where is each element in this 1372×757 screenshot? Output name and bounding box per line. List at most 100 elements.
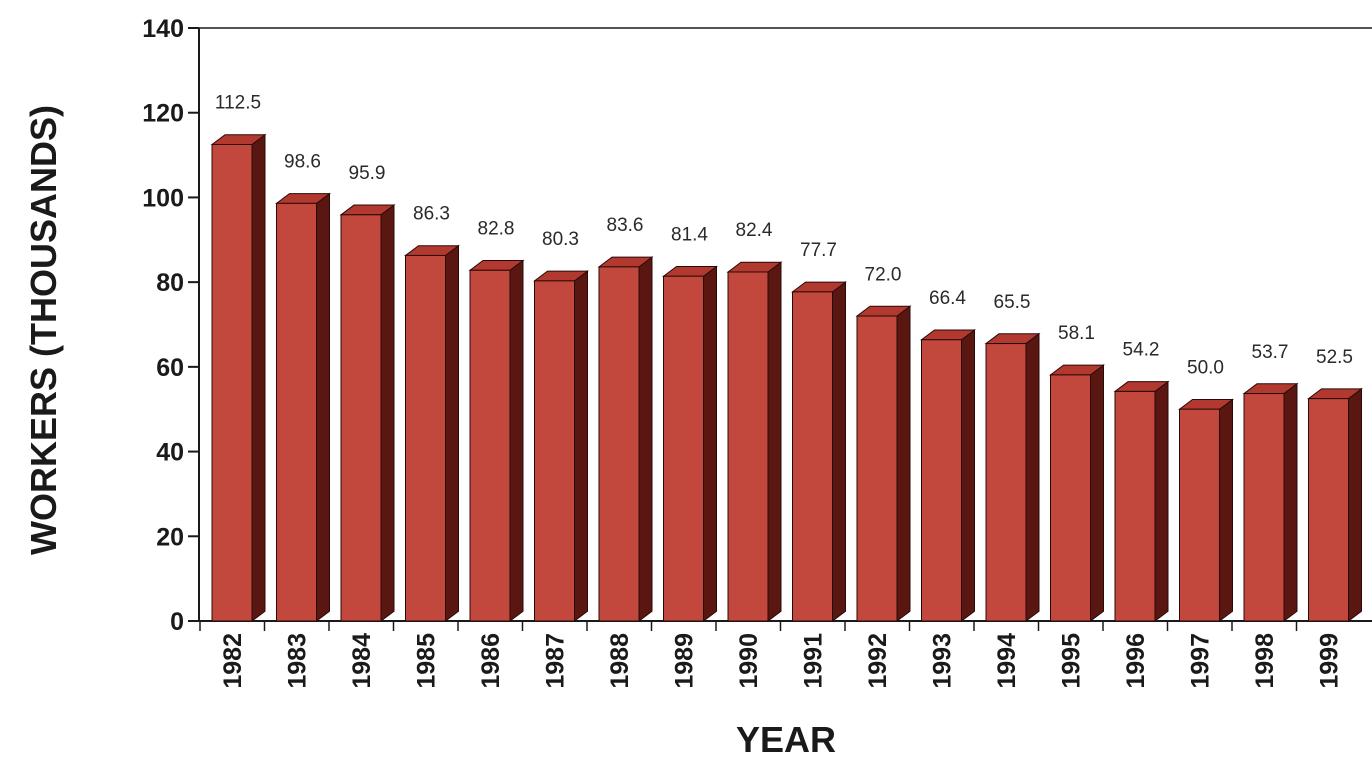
bar [1049, 364, 1105, 622]
x-tick-label: 1989 [671, 633, 699, 689]
x-tick-label: 1997 [1187, 633, 1215, 689]
bar-side [832, 281, 846, 622]
bar [404, 244, 460, 622]
bar-front [211, 143, 253, 622]
bar [533, 270, 589, 622]
x-tick-label: 1986 [477, 633, 505, 689]
bar-side [703, 265, 717, 622]
data-label: 53.7 [1252, 342, 1289, 363]
y-axis: 0 20 40 60 80 100 120 140 [142, 15, 199, 636]
x-tick-label: 1996 [1122, 633, 1150, 689]
data-label: 50.0 [1187, 357, 1224, 378]
data-label: 86.3 [413, 204, 450, 225]
x-tick-label: 1984 [348, 633, 376, 689]
bar-front [1179, 408, 1220, 622]
data-label: 98.6 [284, 152, 321, 173]
bar [1242, 382, 1299, 622]
bar [791, 281, 847, 622]
x-tick-label: 1998 [1251, 633, 1279, 689]
x-tick-label: 1983 [284, 633, 312, 689]
x-axis-title: YEAR [736, 719, 836, 757]
x-tick-label: 1995 [1058, 633, 1086, 689]
bar-front [405, 254, 446, 622]
bar-side [1090, 364, 1104, 622]
bar-front [727, 271, 769, 622]
bar-front [534, 280, 575, 622]
bar [726, 261, 783, 622]
bar-front [1114, 390, 1156, 622]
bar [275, 192, 331, 622]
x-tick-label: 1988 [606, 633, 634, 689]
y-tick-label: 40 [156, 439, 184, 467]
x-tick-label: 1990 [735, 633, 763, 689]
bar-front [856, 315, 898, 622]
data-label: 82.4 [736, 220, 773, 241]
bar-side [767, 261, 782, 622]
x-tick-label: 1982 [219, 633, 247, 689]
data-label: 81.4 [671, 224, 708, 245]
data-label: 112.5 [215, 93, 261, 114]
bar [984, 332, 1041, 622]
bar-front [1308, 398, 1349, 622]
x-axis: 1982 1983 1984 1985 1986 1987 1988 1989 1990 1991… [199, 621, 1344, 689]
x-tick-label: 1991 [800, 633, 828, 689]
bar-front [663, 275, 704, 622]
bar [210, 133, 267, 622]
x-tick-label: 1999 [1316, 633, 1344, 689]
data-label: 83.6 [607, 215, 644, 236]
y-tick-label: 120 [142, 100, 184, 128]
y-tick-label: 20 [156, 523, 184, 551]
x-tick-label: 1994 [993, 633, 1021, 689]
bars [210, 133, 1363, 622]
bar-front [792, 291, 833, 622]
data-label: 80.3 [542, 229, 579, 250]
data-label: 77.7 [800, 240, 837, 261]
bar-side [574, 270, 588, 622]
y-tick-label: 60 [156, 354, 184, 382]
y-tick-label: 100 [142, 184, 184, 212]
y-tick-label: 80 [156, 269, 184, 297]
bar-front [921, 339, 962, 622]
bar-front [985, 343, 1027, 622]
y-axis-title: WORKERS (THOUSANDS) [23, 105, 64, 555]
bar-front [1243, 393, 1285, 622]
bar-front [469, 269, 511, 622]
bar-side [1025, 332, 1040, 622]
data-label: 95.9 [349, 163, 386, 184]
bar-side [638, 256, 653, 622]
bar-side [896, 305, 911, 622]
x-tick-label: 1993 [929, 633, 957, 689]
bar-side [509, 259, 524, 622]
data-label: 66.4 [929, 288, 966, 309]
data-label: 58.1 [1058, 323, 1095, 344]
y-tick-label: 0 [170, 608, 184, 636]
bar-side [1283, 382, 1298, 622]
bar [468, 259, 525, 622]
bar [597, 256, 654, 622]
bar [855, 305, 912, 622]
plot-frame [198, 27, 1372, 622]
bar-side [316, 192, 330, 622]
bar-front [1050, 374, 1091, 622]
bar-side [1348, 387, 1362, 622]
bar-side [1154, 380, 1169, 622]
bar-side [961, 328, 975, 622]
bar [339, 204, 396, 622]
bar-front [276, 202, 317, 622]
data-labels: 112.5 98.6 95.9 86.3 82.8 80.3 83.6 81.4 82.4 77.… [215, 93, 1353, 379]
bar-side [251, 133, 266, 622]
bar [1178, 398, 1234, 622]
data-label: 65.5 [994, 292, 1031, 313]
y-tick-label: 140 [142, 15, 184, 43]
bar-side [380, 204, 395, 622]
bar [1307, 387, 1363, 622]
bar [662, 265, 718, 622]
bar-side [445, 244, 459, 622]
bar [1113, 380, 1170, 622]
data-label: 82.8 [478, 219, 515, 240]
x-tick-label: 1985 [413, 633, 441, 689]
x-tick-label: 1987 [542, 633, 570, 689]
bar-front [598, 266, 640, 622]
data-label: 52.5 [1316, 347, 1353, 368]
